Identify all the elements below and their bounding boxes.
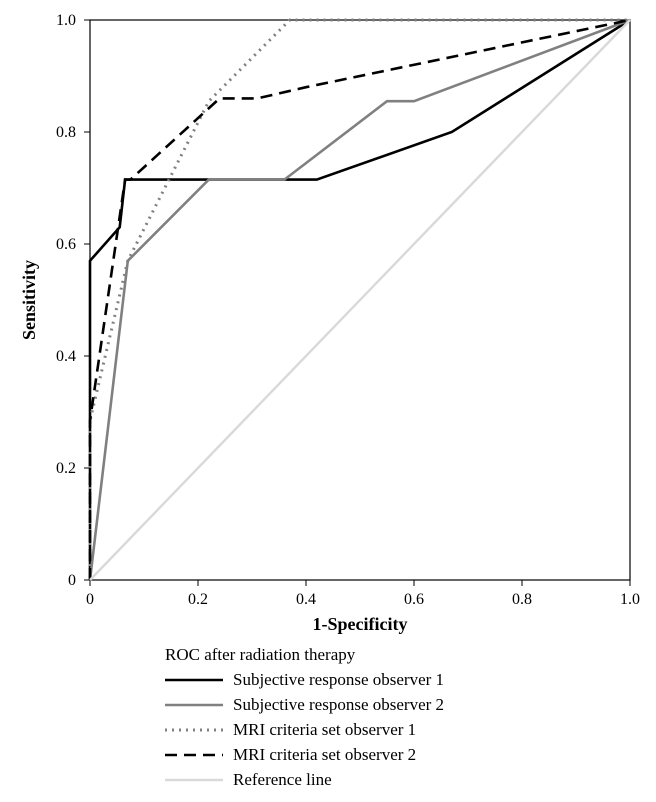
x-tick-label: 0	[86, 591, 94, 608]
roc-chart-svg: 0 0.2 0.4 0.6 0.8 1.0 0 0.2 0.4 0.6 0.8 1.0 1-Specif…	[0, 0, 656, 802]
x-tick-label: 1.0	[620, 591, 640, 608]
legend-title: ROC after radiation therapy	[165, 645, 356, 664]
y-axis-label: Sensitivity	[19, 260, 39, 340]
x-tick-label: 0.2	[188, 591, 208, 608]
y-tick-label: 0	[68, 572, 76, 589]
y-tick-label: 0.6	[56, 236, 76, 253]
y-tick-label: 0.2	[56, 460, 76, 477]
x-tick-label: 0.4	[296, 591, 316, 608]
legend-label: MRI criteria set observer 2	[233, 745, 416, 764]
legend-label: Reference line	[233, 770, 332, 789]
x-tick-label: 0.8	[512, 591, 532, 608]
y-tick-label: 1.0	[56, 12, 76, 29]
y-tick-label: 0.8	[56, 124, 76, 141]
legend-label: MRI criteria set observer 1	[233, 720, 416, 739]
legend-label: Subjective response observer 2	[233, 695, 444, 714]
y-tick-label: 0.4	[56, 348, 76, 365]
roc-chart-container: { "chart": { "type": "line", "width": 65…	[0, 0, 656, 802]
legend-label: Subjective response observer 1	[233, 670, 444, 689]
x-tick-label: 0.6	[404, 591, 424, 608]
x-axis-label: 1-Specificity	[313, 614, 408, 634]
